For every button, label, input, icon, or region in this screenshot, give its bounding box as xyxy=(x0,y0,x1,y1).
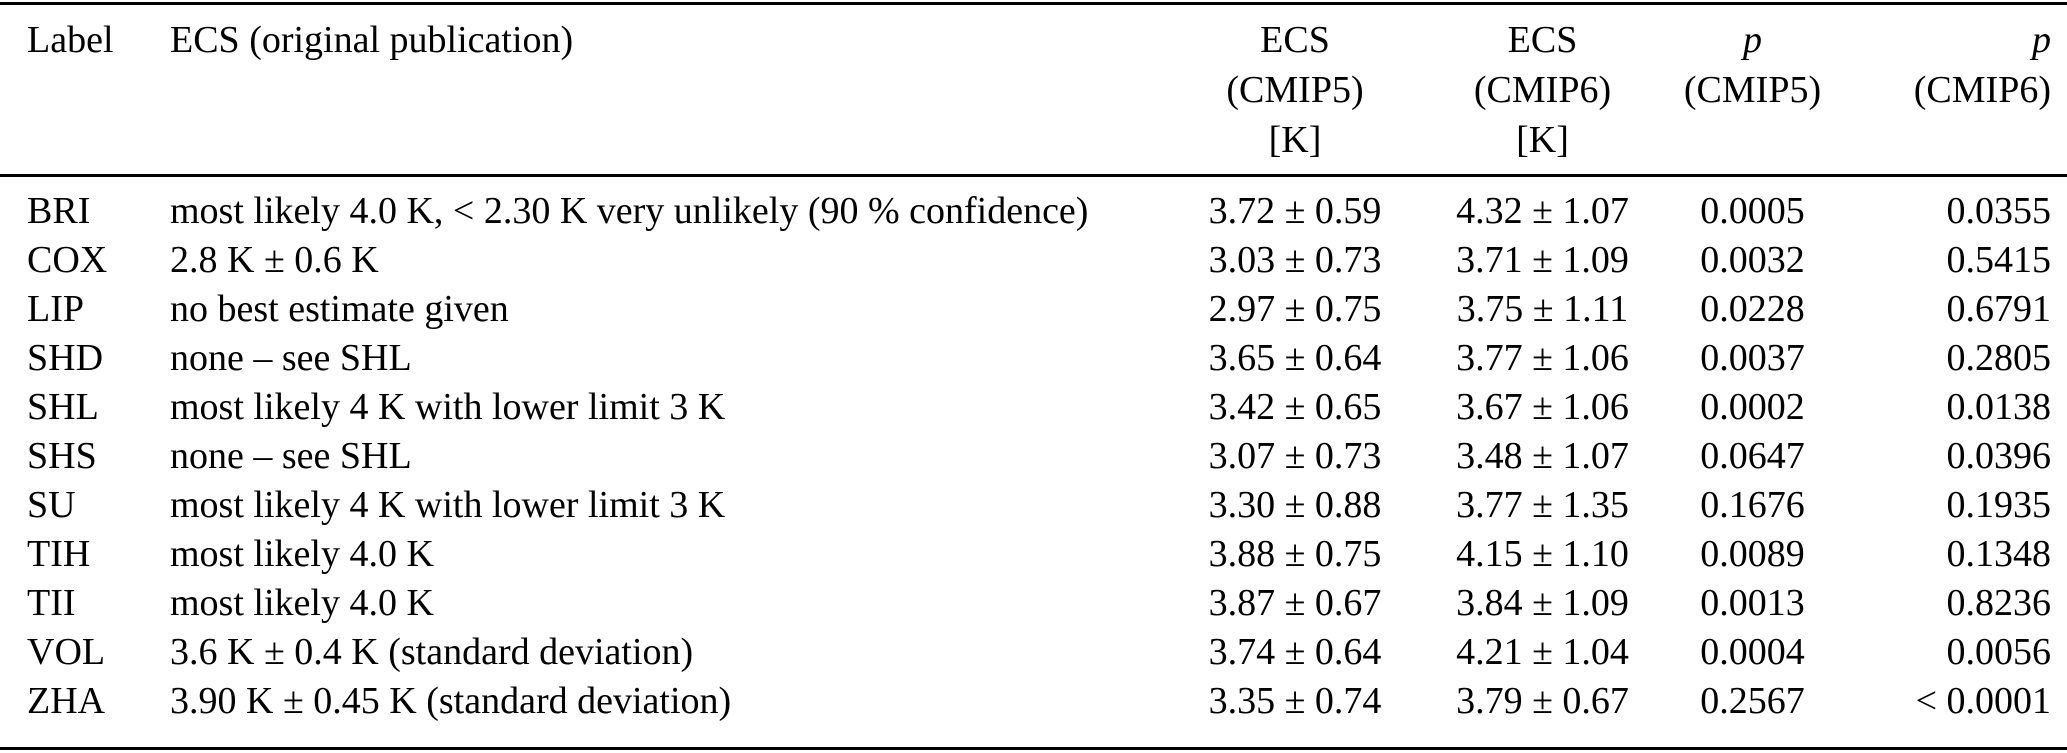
table-body: BRI most likely 4.0 K, < 2.30 K very unl… xyxy=(0,176,2067,750)
table-row: SHS none – see SHL 3.07 ± 0.73 3.48 ± 1.… xyxy=(0,432,2067,481)
ecs-cmip5-value: 3.74 ± 0.64 xyxy=(1208,631,1382,673)
col-header-p-cmip5: p (CMIP5) xyxy=(1645,2,1860,177)
table-header: Label ECS (original publication) ECS (CM… xyxy=(0,2,2067,177)
row-label: LIP xyxy=(27,288,84,330)
p-cmip5-value: 0.0647 xyxy=(1700,435,1805,477)
row-label: TIH xyxy=(27,533,91,575)
p-cmip5-value: 0.0005 xyxy=(1700,190,1805,232)
ecs-original-publication-cell: 3.90 K ± 0.45 K (standard deviation) xyxy=(170,677,1150,750)
ecs-cmip5-value: 3.35 ± 0.74 xyxy=(1150,677,1440,750)
row-label: COX xyxy=(27,239,108,281)
ecs-original-publication-cell: 3.6 K ± 0.4 K (standard deviation) xyxy=(170,631,694,673)
p-cmip5-value: 0.0037 xyxy=(1700,337,1805,379)
ecs-cmip6-value: 4.15 ± 1.10 xyxy=(1456,533,1629,575)
row-label: TII xyxy=(27,582,76,624)
p-cmip6-value: 0.0138 xyxy=(1946,386,2052,428)
table-row: TIH most likely 4.0 K 3.88 ± 0.75 4.15 ±… xyxy=(0,530,2067,579)
row-label: ZHA xyxy=(0,677,170,750)
col-header-ecs-cmip6: ECS (CMIP6) [K] xyxy=(1440,2,1645,177)
table-row: VOL 3.6 K ± 0.4 K (standard deviation) 3… xyxy=(0,628,2067,677)
p-cmip5-value: 0.0004 xyxy=(1700,631,1805,673)
ecs-original-publication-cell: most likely 4 K with lower limit 3 K xyxy=(170,484,726,526)
table-row: SU most likely 4 K with lower limit 3 K … xyxy=(0,481,2067,530)
p-cmip5-value: 0.2567 xyxy=(1645,677,1860,750)
ecs-original-publication-cell: most likely 4.0 K xyxy=(170,533,434,575)
col-header-p-cmip6-line2: (CMIP6) xyxy=(1913,69,2051,111)
table-row: ZHA 3.90 K ± 0.45 K (standard deviation)… xyxy=(0,677,2067,750)
p-cmip5-value: 0.0002 xyxy=(1700,386,1805,428)
ecs-cmip5-value: 3.30 ± 0.88 xyxy=(1208,484,1382,526)
col-header-ecs-cmip5-line1: ECS xyxy=(1260,19,1330,61)
col-header-ecs-cmip6-line1: ECS xyxy=(1507,19,1578,61)
header-row: Label ECS (original publication) ECS (CM… xyxy=(0,2,2067,177)
col-header-p-cmip6-symbol: p xyxy=(2032,19,2051,61)
ecs-cmip6-value: 3.67 ± 1.06 xyxy=(1456,386,1629,428)
col-header-p-cmip5-line2: (CMIP5) xyxy=(1683,69,1822,111)
p-cmip5-value: 0.0228 xyxy=(1700,288,1805,330)
table-row: SHL most likely 4 K with lower limit 3 K… xyxy=(0,383,2067,432)
table-row: SHD none – see SHL 3.65 ± 0.64 3.77 ± 1.… xyxy=(0,334,2067,383)
ecs-cmip6-value: 3.77 ± 1.35 xyxy=(1456,484,1629,526)
col-header-ecs-cmip5: ECS (CMIP5) [K] xyxy=(1150,2,1440,177)
table-row: LIP no best estimate given 2.97 ± 0.75 3… xyxy=(0,285,2067,334)
ecs-cmip5-value: 3.42 ± 0.65 xyxy=(1208,386,1382,428)
ecs-cmip6-value: 4.21 ± 1.04 xyxy=(1456,631,1629,673)
ecs-cmip6-value: 3.84 ± 1.09 xyxy=(1456,582,1629,624)
table-row: COX 2.8 K ± 0.6 K 3.03 ± 0.73 3.71 ± 1.0… xyxy=(0,236,2067,285)
ecs-original-publication-cell: most likely 4 K with lower limit 3 K xyxy=(170,386,726,428)
col-header-ecs-cmip5-line2: (CMIP5) xyxy=(1226,69,1364,111)
ecs-cmip6-value: 3.71 ± 1.09 xyxy=(1456,239,1629,281)
ecs-cmip6-value: 3.75 ± 1.11 xyxy=(1456,288,1629,330)
row-label: SU xyxy=(27,484,76,526)
ecs-cmip5-value: 3.88 ± 0.75 xyxy=(1208,533,1382,575)
p-cmip6-value: 0.0396 xyxy=(1946,435,2052,477)
ecs-original-publication-cell: most likely 4.0 K xyxy=(170,582,434,624)
row-label: SHL xyxy=(27,386,99,428)
col-header-ecs-cmip5-line3: [K] xyxy=(1268,119,1322,161)
row-label: SHD xyxy=(27,337,104,379)
p-cmip5-value: 0.0032 xyxy=(1700,239,1805,281)
ecs-cmip6-value: 4.32 ± 1.07 xyxy=(1456,190,1629,232)
ecs-cmip5-value: 3.03 ± 0.73 xyxy=(1208,239,1382,281)
p-cmip6-value: 0.5415 xyxy=(1946,239,2052,281)
p-cmip5-value: 0.0089 xyxy=(1700,533,1805,575)
table-row: BRI most likely 4.0 K, < 2.30 K very unl… xyxy=(0,176,2067,237)
ecs-cmip6-value: 3.77 ± 1.06 xyxy=(1456,337,1629,379)
ecs-cmip5-value: 2.97 ± 0.75 xyxy=(1208,288,1382,330)
p-cmip6-value: 0.1348 xyxy=(1946,533,2052,575)
ecs-cmip5-value: 3.07 ± 0.73 xyxy=(1208,435,1382,477)
row-label: BRI xyxy=(27,190,91,232)
p-cmip6-value: 0.8236 xyxy=(1946,582,2052,624)
col-header-p-cmip5-symbol: p xyxy=(1743,19,1762,61)
p-cmip6-value: 0.6791 xyxy=(1946,288,2052,330)
col-header-ecs-cmip6-line3: [K] xyxy=(1516,119,1569,161)
p-cmip6-value: 0.1935 xyxy=(1946,484,2052,526)
table-row: TII most likely 4.0 K 3.87 ± 0.67 3.84 ±… xyxy=(0,579,2067,628)
p-cmip6-value: 0.0056 xyxy=(1946,631,2052,673)
ecs-original-publication-cell: no best estimate given xyxy=(170,288,509,330)
ecs-cmip5-value: 3.65 ± 0.64 xyxy=(1208,337,1382,379)
col-header-ecs-original-publication: ECS (original publication) xyxy=(170,2,1150,177)
ecs-original-publication-cell: none – see SHL xyxy=(170,435,412,477)
p-cmip6-value: 0.2805 xyxy=(1946,337,2052,379)
col-header-ecs-cmip6-line2: (CMIP6) xyxy=(1473,69,1612,111)
p-cmip5-value: 0.0013 xyxy=(1700,582,1805,624)
ecs-cmip6-value: 3.79 ± 0.67 xyxy=(1440,677,1645,750)
col-header-label: Label xyxy=(0,2,170,177)
ecs-cmip5-value: 3.72 ± 0.59 xyxy=(1208,190,1382,232)
ecs-cmip6-value: 3.48 ± 1.07 xyxy=(1456,435,1629,477)
ecs-cmip5-value: 3.87 ± 0.67 xyxy=(1208,582,1382,624)
row-label: VOL xyxy=(27,631,106,673)
ecs-original-publication-cell: none – see SHL xyxy=(170,337,412,379)
p-cmip5-value: 0.1676 xyxy=(1700,484,1805,526)
ecs-original-publication-cell: most likely 4.0 K, < 2.30 K very unlikel… xyxy=(170,190,1089,232)
row-label: SHS xyxy=(27,435,97,477)
p-cmip6-value: < 0.0001 xyxy=(1860,677,2067,750)
ecs-original-publication-cell: 2.8 K ± 0.6 K xyxy=(170,239,379,281)
p-cmip6-value: 0.0355 xyxy=(1946,190,2052,232)
col-header-p-cmip6: p (CMIP6) xyxy=(1860,2,2067,177)
